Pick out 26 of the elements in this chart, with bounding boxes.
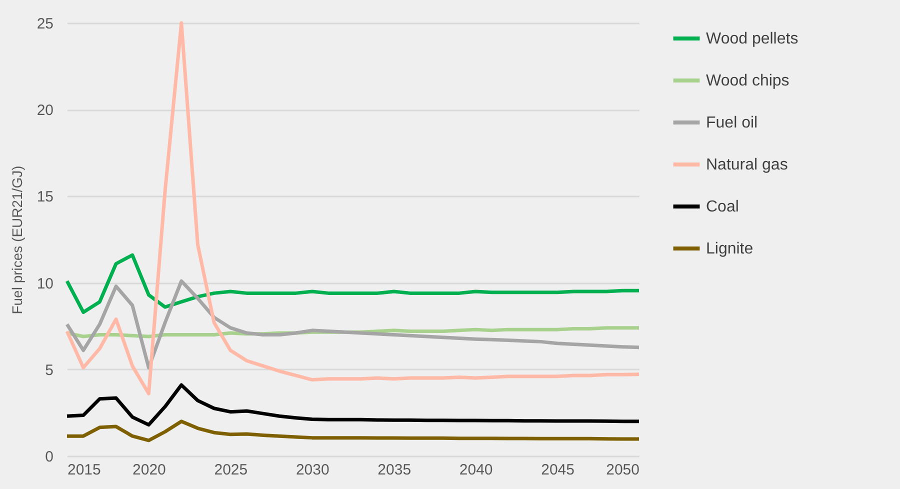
x-tick-label: 2045 xyxy=(541,462,574,478)
line-series xyxy=(65,21,641,396)
legend-label: Lignite xyxy=(706,240,754,258)
x-tick-label: 2025 xyxy=(214,462,248,478)
y-tick-label: 0 xyxy=(45,448,54,466)
x-tick-label: 2050 xyxy=(606,462,640,478)
legend-label: Natural gas xyxy=(706,156,788,174)
x-tick-label: 2040 xyxy=(459,462,493,478)
x-tick-label: 2035 xyxy=(378,462,412,478)
legend-label: Wood pellets xyxy=(706,30,798,48)
y-tick-label: 25 xyxy=(36,16,54,32)
y-axis-title: Fuel prices (EUR21/GJ) xyxy=(8,166,25,314)
y-tick-label: 15 xyxy=(36,188,54,206)
x-tick-label: 2015 xyxy=(68,462,101,478)
line-series xyxy=(65,420,641,442)
line-series xyxy=(65,253,641,314)
x-tick-label: 2020 xyxy=(132,462,166,478)
legend-label: Coal xyxy=(706,198,739,216)
legend-label: Fuel oil xyxy=(706,114,758,132)
y-tick-label: 20 xyxy=(36,102,54,120)
y-tick-label: 10 xyxy=(36,275,54,292)
x-tick-label: 2030 xyxy=(296,462,330,478)
line-series xyxy=(65,383,641,427)
y-tick-label: 5 xyxy=(45,362,54,379)
line-series xyxy=(65,279,641,370)
legend-label: Wood chips xyxy=(706,72,790,90)
